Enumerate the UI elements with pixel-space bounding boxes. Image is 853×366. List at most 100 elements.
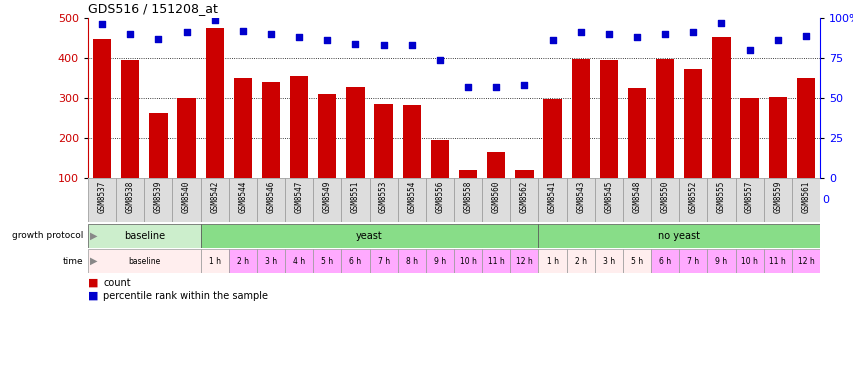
Bar	[763, 249, 791, 273]
Bar	[149, 113, 167, 178]
Point	[348, 41, 362, 46]
Text: 9 h: 9 h	[715, 257, 727, 265]
Bar	[763, 178, 791, 222]
Bar	[538, 178, 566, 222]
Bar	[740, 98, 757, 178]
Text: time: time	[63, 257, 84, 265]
Bar	[116, 178, 144, 222]
Text: GSM8543: GSM8543	[576, 180, 584, 213]
Point	[742, 47, 756, 53]
Point	[96, 22, 109, 27]
Bar	[313, 249, 341, 273]
Bar	[206, 27, 223, 178]
Text: 1 h: 1 h	[546, 257, 558, 265]
Bar	[650, 249, 678, 273]
Bar	[622, 249, 650, 273]
Bar	[734, 178, 763, 222]
Point	[292, 34, 305, 40]
Text: ■: ■	[88, 278, 98, 288]
Point	[404, 42, 418, 48]
Text: 10 h: 10 h	[740, 257, 757, 265]
Bar	[341, 178, 369, 222]
Bar	[369, 249, 397, 273]
Text: GSM8542: GSM8542	[210, 180, 219, 213]
Point	[658, 31, 671, 37]
Bar	[678, 178, 706, 222]
Text: GSM8553: GSM8553	[379, 180, 387, 213]
Bar	[318, 94, 336, 178]
Text: GSM8546: GSM8546	[266, 180, 276, 213]
Bar	[538, 249, 566, 273]
Point	[123, 31, 136, 37]
Bar	[711, 37, 730, 178]
Text: 5 h: 5 h	[630, 257, 642, 265]
Bar	[144, 178, 172, 222]
Text: 4 h: 4 h	[293, 257, 305, 265]
Point	[630, 34, 643, 40]
Text: GSM8560: GSM8560	[491, 180, 500, 213]
Bar	[177, 98, 195, 178]
Bar	[430, 140, 449, 178]
Text: 11 h: 11 h	[487, 257, 504, 265]
Bar	[706, 178, 734, 222]
Text: GSM8552: GSM8552	[688, 180, 697, 213]
Text: GSM8559: GSM8559	[772, 180, 781, 213]
Bar	[200, 249, 229, 273]
Text: GSM8544: GSM8544	[238, 180, 247, 213]
Point	[714, 20, 728, 26]
Bar	[622, 178, 650, 222]
Bar	[594, 178, 622, 222]
Text: no yeast: no yeast	[658, 231, 699, 241]
Bar	[402, 105, 421, 178]
Text: GSM8558: GSM8558	[463, 180, 472, 213]
Point	[207, 17, 221, 23]
Text: baseline: baseline	[128, 257, 160, 265]
Bar	[454, 178, 482, 222]
Bar	[397, 178, 426, 222]
Text: 1 h: 1 h	[208, 257, 220, 265]
Text: percentile rank within the sample: percentile rank within the sample	[103, 291, 268, 301]
Bar	[313, 178, 341, 222]
Point	[235, 28, 249, 34]
Bar	[121, 60, 139, 178]
Point	[376, 42, 390, 48]
Text: GSM8538: GSM8538	[125, 180, 135, 213]
Text: 12 h: 12 h	[797, 257, 814, 265]
Bar	[510, 178, 538, 222]
Bar	[200, 224, 538, 248]
Bar	[234, 78, 252, 178]
Text: GSM8541: GSM8541	[548, 180, 556, 213]
Point	[264, 31, 277, 37]
Bar	[566, 178, 594, 222]
Text: 5 h: 5 h	[321, 257, 333, 265]
Text: ▶: ▶	[90, 231, 97, 241]
Bar	[229, 178, 257, 222]
Text: 3 h: 3 h	[264, 257, 276, 265]
Bar	[257, 178, 285, 222]
Point	[320, 37, 334, 43]
Text: GSM8554: GSM8554	[407, 180, 415, 213]
Point	[545, 37, 559, 43]
Text: count: count	[103, 278, 131, 288]
Bar	[172, 178, 200, 222]
Text: ▶: ▶	[90, 256, 97, 266]
Bar	[454, 249, 482, 273]
Bar	[650, 178, 678, 222]
Point	[151, 36, 165, 42]
Text: 7 h: 7 h	[377, 257, 389, 265]
Point	[686, 30, 699, 36]
Text: 11 h: 11 h	[769, 257, 786, 265]
Text: 6 h: 6 h	[659, 257, 670, 265]
Bar	[594, 249, 622, 273]
Bar	[486, 152, 505, 178]
Bar	[374, 104, 392, 178]
Bar	[290, 76, 308, 178]
Text: 9 h: 9 h	[433, 257, 445, 265]
Text: 2 h: 2 h	[574, 257, 586, 265]
Text: GSM8540: GSM8540	[182, 180, 191, 213]
Bar	[482, 249, 510, 273]
Bar	[341, 249, 369, 273]
Bar	[200, 178, 229, 222]
Bar	[599, 60, 618, 178]
Bar	[571, 59, 589, 178]
